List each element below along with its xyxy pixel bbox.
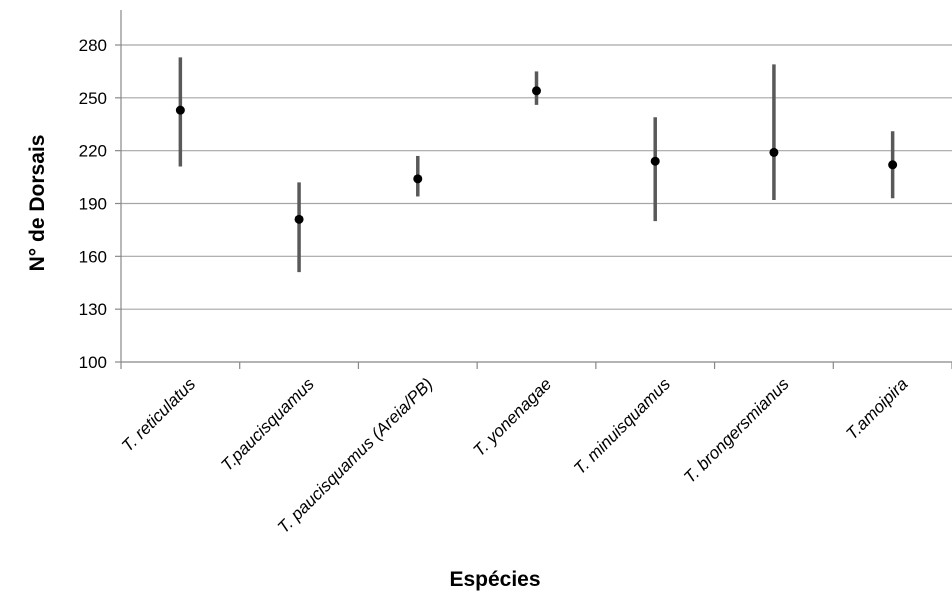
y-tick-label-280: 280 xyxy=(79,36,107,55)
category-label-0: T. reticulatus xyxy=(118,374,199,455)
category-label-5: T. brongersmianus xyxy=(680,374,793,487)
x-axis-title: Espécies xyxy=(449,568,540,591)
y-axis-title: N° de Dorsais xyxy=(26,135,49,272)
x-axis-ticks xyxy=(120,362,952,369)
y-axis-ticks: 100 130 160 190 220 250 280 xyxy=(79,36,121,372)
y-tick-label-190: 190 xyxy=(79,195,107,214)
category-label-4: T. minuisquamus xyxy=(570,374,674,478)
y-tick-label-220: 220 xyxy=(79,142,107,161)
y-tick-label-130: 130 xyxy=(79,300,107,319)
category-label-3: T. yonenagae xyxy=(469,374,555,460)
mean-point-0 xyxy=(175,105,185,115)
mean-point-4 xyxy=(650,156,660,166)
y-tick-label-250: 250 xyxy=(79,89,107,108)
mean-point-1 xyxy=(294,214,304,224)
category-label-6: T.amoipira xyxy=(842,374,911,443)
category-label-1: T.paucisquamus xyxy=(217,374,318,475)
mean-point-2 xyxy=(413,174,423,184)
mean-point-5 xyxy=(769,147,779,157)
y-tick-label-160: 160 xyxy=(79,247,107,266)
mean-point-3 xyxy=(532,86,541,96)
mean-points xyxy=(175,86,898,224)
y-tick-label-100: 100 xyxy=(79,353,107,372)
mean-point-6 xyxy=(888,160,898,170)
